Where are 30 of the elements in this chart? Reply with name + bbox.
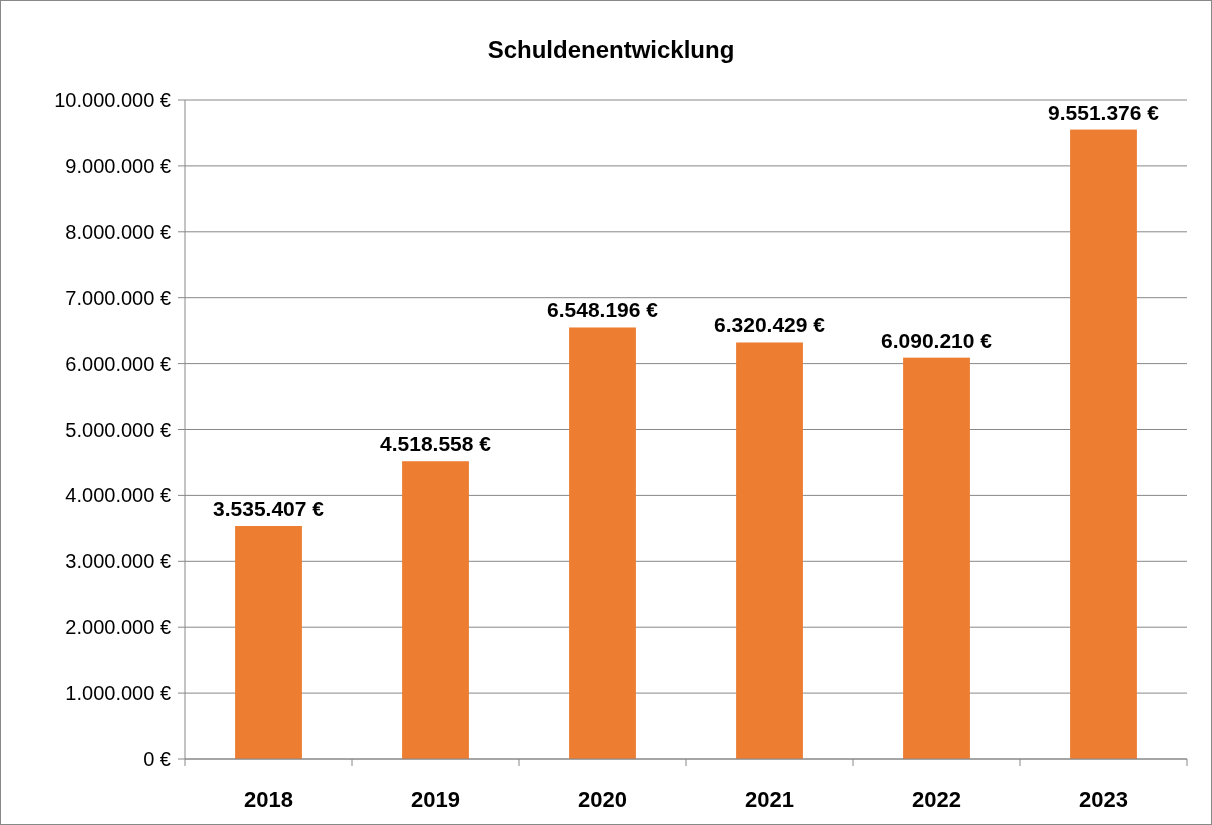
data-label: 3.535.407 € [213, 497, 325, 521]
bar [569, 327, 636, 759]
x-tick-label: 2023 [1079, 787, 1128, 812]
data-label: 4.518.558 € [380, 432, 492, 456]
y-tick-label: 9.000.000 € [65, 154, 171, 177]
y-tick-label: 0 € [143, 748, 171, 770]
bar [1070, 129, 1137, 759]
y-tick-label: 8.000.000 € [65, 220, 171, 243]
chart-title: Schuldenentwicklung [487, 36, 735, 63]
x-tick-label: 2018 [244, 787, 293, 812]
bar [402, 461, 469, 759]
data-label: 9.551.376 € [1048, 100, 1160, 124]
y-tick-label: 3.000.000 € [65, 550, 171, 573]
data-label: 6.548.196 € [547, 298, 659, 322]
bar [736, 342, 803, 759]
y-tick-label: 4.000.000 € [65, 484, 171, 507]
data-label: 6.090.210 € [881, 328, 993, 352]
data-label: 6.320.429 € [714, 313, 826, 337]
bar [903, 357, 970, 759]
y-tick-label: 10.000.000 € [54, 89, 171, 111]
y-tick-label: 6.000.000 € [65, 352, 171, 375]
x-tick-label: 2021 [745, 787, 794, 812]
y-tick-label: 5.000.000 € [65, 418, 171, 441]
x-tick-label: 2020 [578, 787, 627, 812]
x-tick-label: 2022 [912, 787, 961, 812]
y-tick-label: 2.000.000 € [65, 616, 171, 639]
y-tick-label: 1.000.000 € [65, 682, 171, 705]
y-tick-label: 7.000.000 € [65, 286, 171, 309]
bar [235, 526, 302, 759]
x-tick-label: 2019 [411, 787, 460, 812]
